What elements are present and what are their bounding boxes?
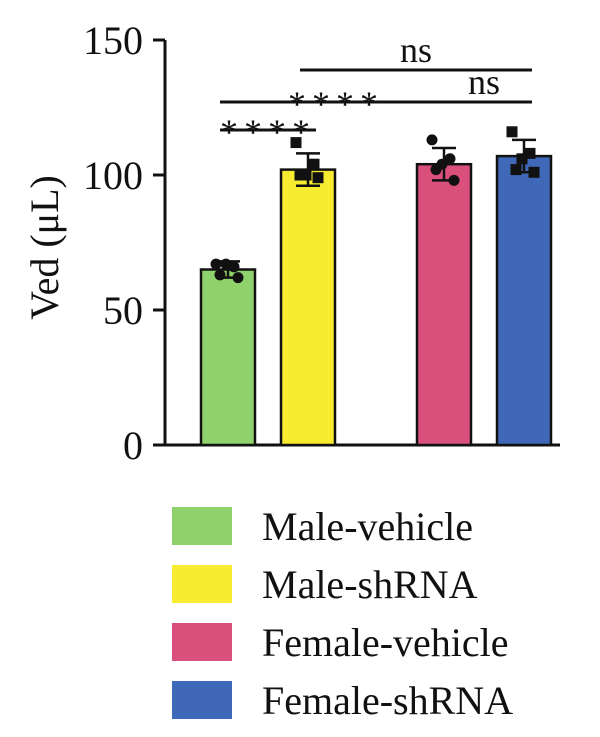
data-point [426, 134, 438, 146]
data-point [294, 169, 306, 181]
significance-label: **** [220, 112, 316, 152]
legend-label: Male-vehicle [262, 503, 473, 549]
data-point [510, 164, 522, 176]
data-point [312, 172, 324, 184]
legend-label: Female-vehicle [262, 619, 509, 665]
data-point [300, 169, 312, 181]
y-tick-label: 100 [83, 153, 143, 198]
significance-label: ns [468, 62, 500, 102]
data-point [308, 158, 320, 170]
y-axis-label: Ved (μL) [22, 175, 67, 320]
legend-swatch [172, 507, 232, 545]
significance-label: ns [400, 30, 432, 70]
legend-item: Female-shRNA [172, 671, 592, 729]
bar [415, 162, 473, 447]
legend: Male-vehicle Male-shRNA Female-vehicle F… [172, 497, 592, 729]
data-point [524, 147, 536, 159]
data-point [232, 272, 244, 284]
legend-item: Male-vehicle [172, 497, 592, 555]
bar [495, 154, 553, 447]
bar [279, 168, 337, 447]
data-point [210, 258, 222, 270]
legend-swatch [172, 681, 232, 719]
y-tick-label: 150 [83, 18, 143, 63]
data-point [528, 166, 540, 178]
bar [199, 268, 257, 447]
data-point [290, 137, 302, 149]
data-point [436, 158, 448, 170]
legend-label: Female-shRNA [262, 677, 514, 723]
y-tick-label: 0 [123, 423, 143, 468]
data-point [214, 269, 226, 281]
data-point [220, 258, 232, 270]
data-point [444, 153, 456, 165]
legend-swatch [172, 623, 232, 661]
y-tick-label: 50 [103, 288, 143, 333]
legend-swatch [172, 565, 232, 603]
data-point [516, 153, 528, 165]
legend-item: Male-shRNA [172, 555, 592, 613]
legend-item: Female-vehicle [172, 613, 592, 671]
significance-label: **** [288, 84, 384, 124]
legend-label: Male-shRNA [262, 561, 478, 607]
data-point [506, 126, 518, 138]
data-point [448, 174, 460, 186]
